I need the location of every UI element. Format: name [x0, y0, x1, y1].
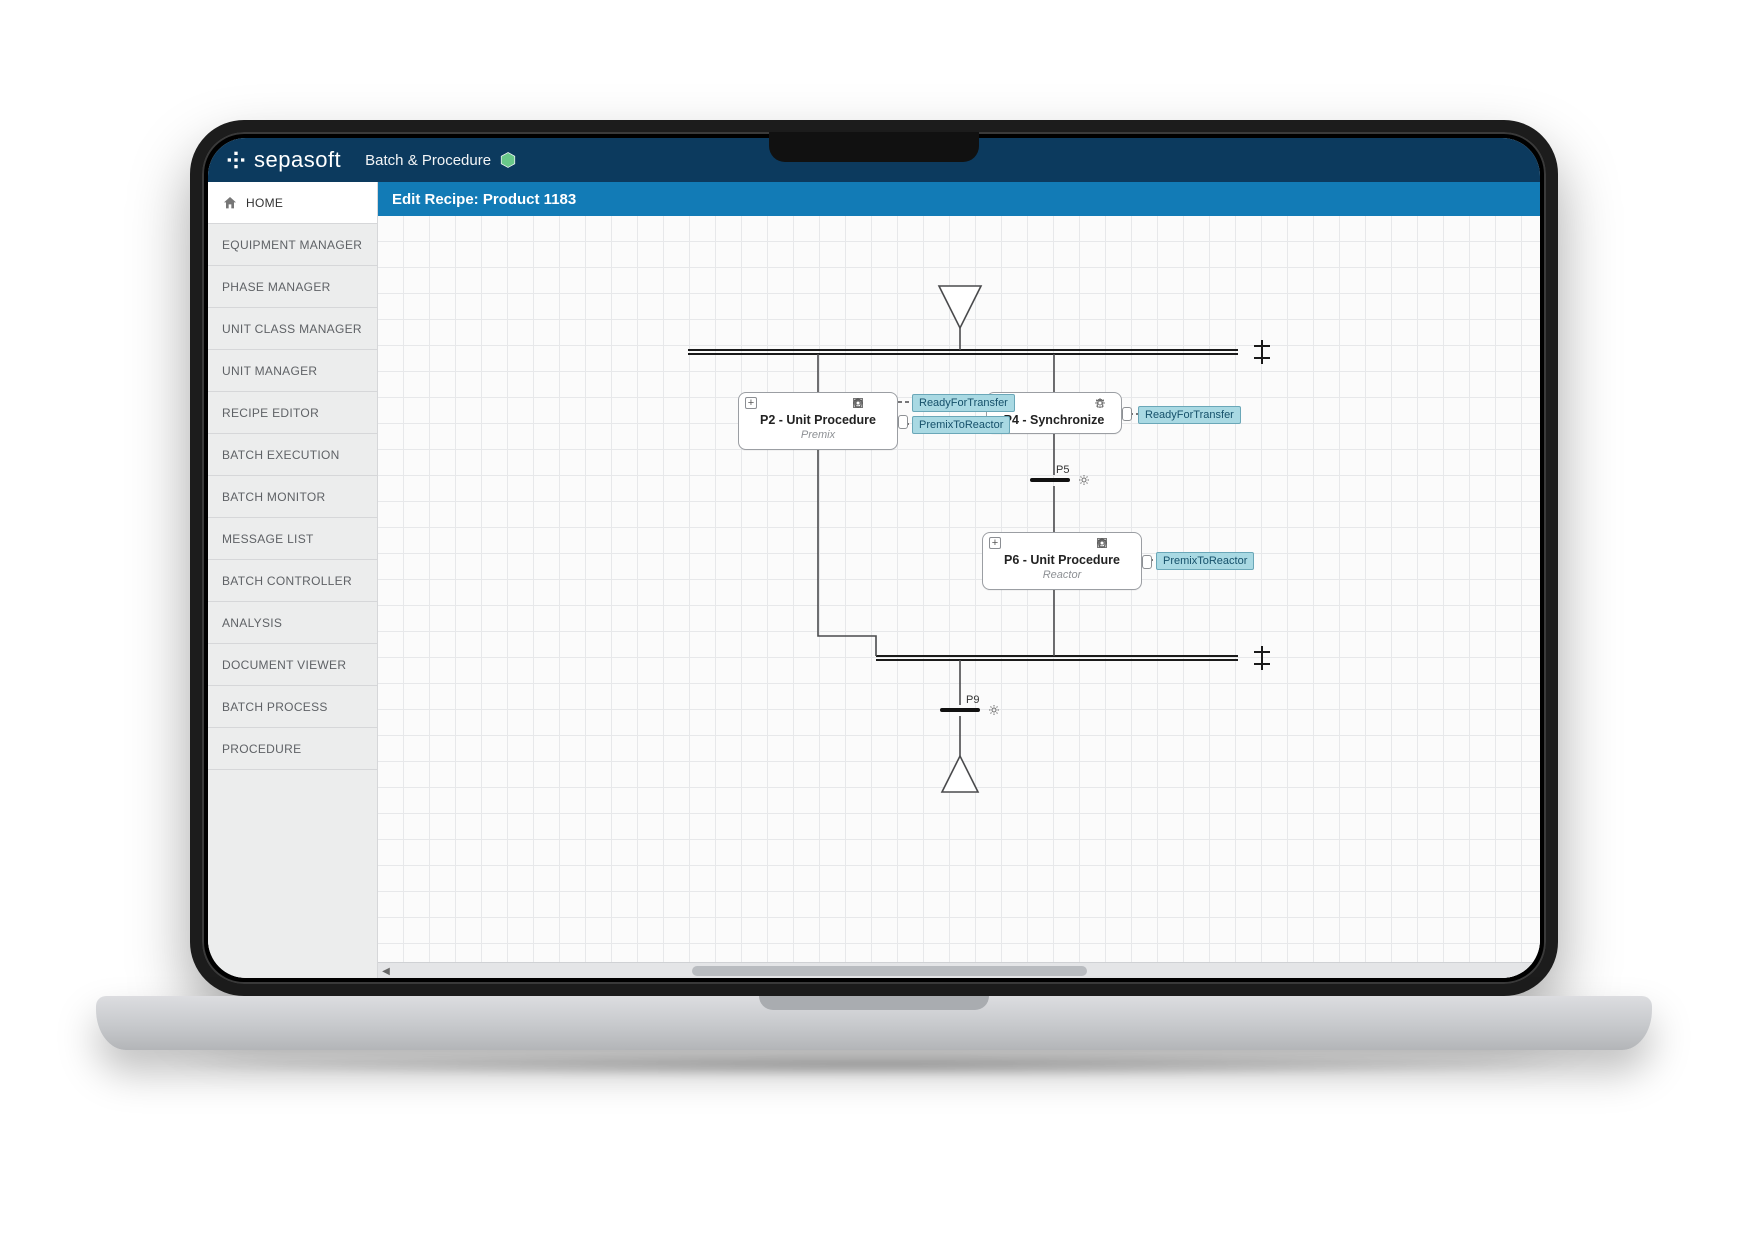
output-port[interactable]: [1142, 555, 1152, 569]
sidebar-item-label: DOCUMENT VIEWER: [222, 658, 346, 672]
laptop-frame: sepasoft Batch & Procedure HOME EQUIPMENT…: [190, 120, 1558, 996]
tag-0[interactable]: ReadyForTransfer: [912, 394, 1015, 412]
sidebar-item-batch-controller[interactable]: BATCH CONTROLLER: [208, 560, 377, 602]
diagram-canvas[interactable]: +P2 - Unit ProcedurePremixP4 - Synchroni…: [378, 216, 1540, 978]
sidebar-item-label: UNIT CLASS MANAGER: [222, 322, 362, 336]
page-title: Edit Recipe: Product 1183: [378, 182, 1540, 216]
laptop-shadow: [150, 1052, 1598, 1078]
brand-icon: [226, 150, 246, 170]
sidebar-item-label: BATCH MONITOR: [222, 490, 325, 504]
node-p2[interactable]: + P2 - Unit Procedure Premix: [738, 392, 898, 450]
sidebar-item-label: RECIPE EDITOR: [222, 406, 319, 420]
tag-3[interactable]: PremixToReactor: [1156, 552, 1254, 570]
brand-name: sepasoft: [254, 147, 341, 173]
transition-p5[interactable]: [1030, 478, 1070, 482]
transition-p9[interactable]: [940, 708, 980, 712]
gear-icon[interactable]: [988, 704, 1000, 716]
trash-icon[interactable]: [1103, 397, 1115, 409]
sidebar-item-label: BATCH CONTROLLER: [222, 574, 352, 588]
sidebar-item-home[interactable]: HOME: [208, 182, 377, 224]
tag-2[interactable]: ReadyForTransfer: [1138, 406, 1241, 424]
sidebar-item-recipe-editor[interactable]: RECIPE EDITOR: [208, 392, 377, 434]
node-title: P2 - Unit Procedure: [739, 413, 897, 427]
trash-icon[interactable]: [879, 397, 891, 409]
product-name: Batch & Procedure: [365, 152, 491, 169]
gear-icon[interactable]: [1078, 474, 1090, 486]
product: Batch & Procedure: [365, 151, 517, 169]
trash-icon[interactable]: [1123, 537, 1135, 549]
home-icon: [222, 195, 238, 211]
output-port[interactable]: [1122, 407, 1132, 421]
horizontal-scrollbar[interactable]: ◀ ▶: [378, 962, 1540, 978]
transition-label-p9: P9: [966, 694, 979, 706]
expand-icon[interactable]: +: [745, 397, 757, 409]
node-p6[interactable]: + P6 - Unit Procedure Reactor: [982, 532, 1142, 590]
sidebar-item-procedure[interactable]: PROCEDURE: [208, 728, 377, 770]
node-subtitle: Premix: [739, 429, 897, 441]
node-toolbar: [1085, 397, 1115, 409]
transition-label-p5: P5: [1056, 464, 1069, 476]
sidebar-item-label: PHASE MANAGER: [222, 280, 331, 294]
scroll-thumb[interactable]: [692, 966, 1087, 976]
sidebar-item-label: HOME: [246, 196, 283, 210]
tag-1[interactable]: PremixToReactor: [912, 416, 1010, 434]
node-title: P6 - Unit Procedure: [983, 553, 1141, 567]
sidebar-item-label: PROCEDURE: [222, 742, 301, 756]
expand-icon[interactable]: +: [989, 537, 1001, 549]
sidebar-item-equipment-manager[interactable]: EQUIPMENT MANAGER: [208, 224, 377, 266]
product-badge-icon: [499, 151, 517, 169]
scroll-left-icon[interactable]: ◀: [378, 963, 394, 978]
sidebar-item-label: MESSAGE LIST: [222, 532, 314, 546]
laptop-base: [96, 996, 1652, 1050]
sidebar-item-unit-manager[interactable]: UNIT MANAGER: [208, 350, 377, 392]
sidebar-item-batch-process[interactable]: BATCH PROCESS: [208, 686, 377, 728]
sidebar-item-label: UNIT MANAGER: [222, 364, 317, 378]
sidebar-item-analysis[interactable]: ANALYSIS: [208, 602, 377, 644]
content: Edit Recipe: Product 1183 + P2 - Unit Pro…: [378, 182, 1540, 978]
output-port[interactable]: [898, 415, 908, 429]
page-title-text: Edit Recipe: Product 1183: [392, 191, 576, 208]
sidebar-item-label: EQUIPMENT MANAGER: [222, 238, 362, 252]
sidebar-item-label: ANALYSIS: [222, 616, 282, 630]
sidebar-item-label: BATCH PROCESS: [222, 700, 328, 714]
node-subtitle: Reactor: [983, 569, 1141, 581]
brand: sepasoft: [226, 147, 341, 173]
node-toolbar: [825, 397, 891, 409]
stage: sepasoft Batch & Procedure HOME EQUIPMENT…: [0, 0, 1748, 1240]
sidebar-item-document-viewer[interactable]: DOCUMENT VIEWER: [208, 644, 377, 686]
diagram-wires: [378, 216, 1540, 978]
sidebar-item-batch-execution[interactable]: BATCH EXECUTION: [208, 434, 377, 476]
main: HOME EQUIPMENT MANAGER PHASE MANAGER UNIT C…: [208, 182, 1540, 978]
scroll-right-icon[interactable]: ▶: [1524, 963, 1540, 978]
laptop-screen: sepasoft Batch & Procedure HOME EQUIPMENT…: [208, 138, 1540, 978]
sidebar-item-label: BATCH EXECUTION: [222, 448, 340, 462]
recipe-editor-canvas[interactable]: +P2 - Unit ProcedurePremixP4 - Synchroni…: [378, 216, 1540, 978]
sidebar-item-unit-class-manager[interactable]: UNIT CLASS MANAGER: [208, 308, 377, 350]
app-root: sepasoft Batch & Procedure HOME EQUIPMENT…: [208, 138, 1540, 978]
sidebar: HOME EQUIPMENT MANAGER PHASE MANAGER UNIT C…: [208, 182, 378, 978]
laptop-notch: [769, 132, 979, 162]
sidebar-item-batch-monitor[interactable]: BATCH MONITOR: [208, 476, 377, 518]
node-toolbar: [1069, 537, 1135, 549]
sidebar-item-message-list[interactable]: MESSAGE LIST: [208, 518, 377, 560]
sidebar-item-phase-manager[interactable]: PHASE MANAGER: [208, 266, 377, 308]
